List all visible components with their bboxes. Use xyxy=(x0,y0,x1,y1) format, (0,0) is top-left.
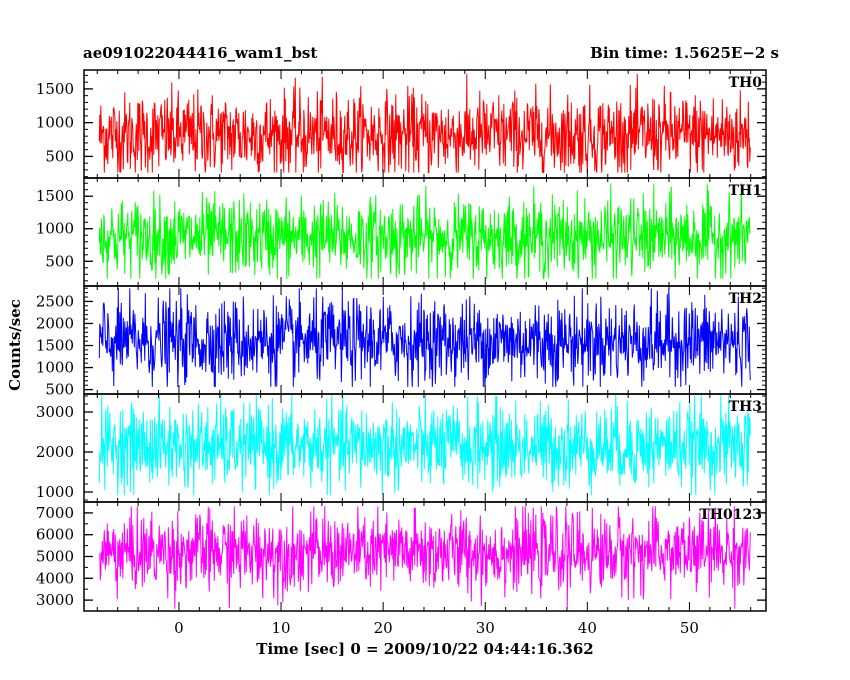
plot-title-left: ae091022044416_wam1_bst xyxy=(83,44,317,62)
panel-label-th1: TH1 xyxy=(729,183,762,199)
panel-th1: 500 1000 1500 TH1 xyxy=(36,177,767,287)
y-tick-label-th0: 1500 xyxy=(36,80,74,98)
x-tick-label: 40 xyxy=(578,619,597,637)
y-tick-label-th2: 1000 xyxy=(36,359,74,377)
panel-th0: 500 1000 1500 TH0 xyxy=(36,69,767,179)
y-tick-label-th0123: 3000 xyxy=(36,591,74,609)
panel-label-th2: TH2 xyxy=(729,291,762,307)
x-axis-title: Time [sec] 0 = 2009/10/22 04:44:16.362 xyxy=(256,640,593,658)
x-tick-label: 20 xyxy=(374,619,393,637)
panel-th0123: 3000 4000 5000 6000 7000 TH0123 xyxy=(36,501,767,612)
y-tick-label-th3: 3000 xyxy=(36,403,74,421)
series-th0123-line xyxy=(98,506,751,609)
y-tick-label-th1: 500 xyxy=(45,252,74,270)
panel-label-th0123: TH0123 xyxy=(699,507,762,523)
y-tick-label-th0: 1000 xyxy=(36,114,74,132)
y-tick-label-th2: 2500 xyxy=(36,292,74,310)
y-tick-label-th0123: 7000 xyxy=(36,504,74,522)
plot-title-right: Bin time: 1.5625E−2 s xyxy=(590,44,779,62)
panel-th3: 1000 2000 3000 TH3 xyxy=(36,393,767,503)
panel-label-th0: TH0 xyxy=(729,75,763,91)
y-axis-title: Counts/sec xyxy=(6,299,24,391)
y-tick-label-th2: 500 xyxy=(45,381,74,399)
y-tick-label-th0123: 5000 xyxy=(36,548,74,566)
panel-label-th3: TH3 xyxy=(729,399,762,415)
y-tick-label-th3: 1000 xyxy=(36,483,74,501)
x-tick-label: 50 xyxy=(680,619,699,637)
series-th1-line xyxy=(98,183,751,280)
x-tick-label: 10 xyxy=(271,619,290,637)
y-tick-label-th1: 1500 xyxy=(36,187,74,205)
panel-th2: 500 1000 1500 2000 2500 TH2 xyxy=(36,285,767,399)
x-tick-label: 30 xyxy=(476,619,495,637)
y-tick-label-th0123: 6000 xyxy=(36,526,74,544)
y-tick-label-th1: 1000 xyxy=(36,220,74,238)
y-tick-label-th0123: 4000 xyxy=(36,569,74,587)
x-tick-label: 0 xyxy=(174,619,184,637)
series-th2-line xyxy=(98,288,751,387)
y-tick-label-th3: 2000 xyxy=(36,443,74,461)
series-th0-line xyxy=(98,73,751,174)
y-tick-label-th2: 2000 xyxy=(36,314,74,332)
y-tick-label-th2: 1500 xyxy=(36,337,74,355)
y-tick-label-th0: 500 xyxy=(45,147,74,165)
series-th3-line xyxy=(98,395,751,496)
